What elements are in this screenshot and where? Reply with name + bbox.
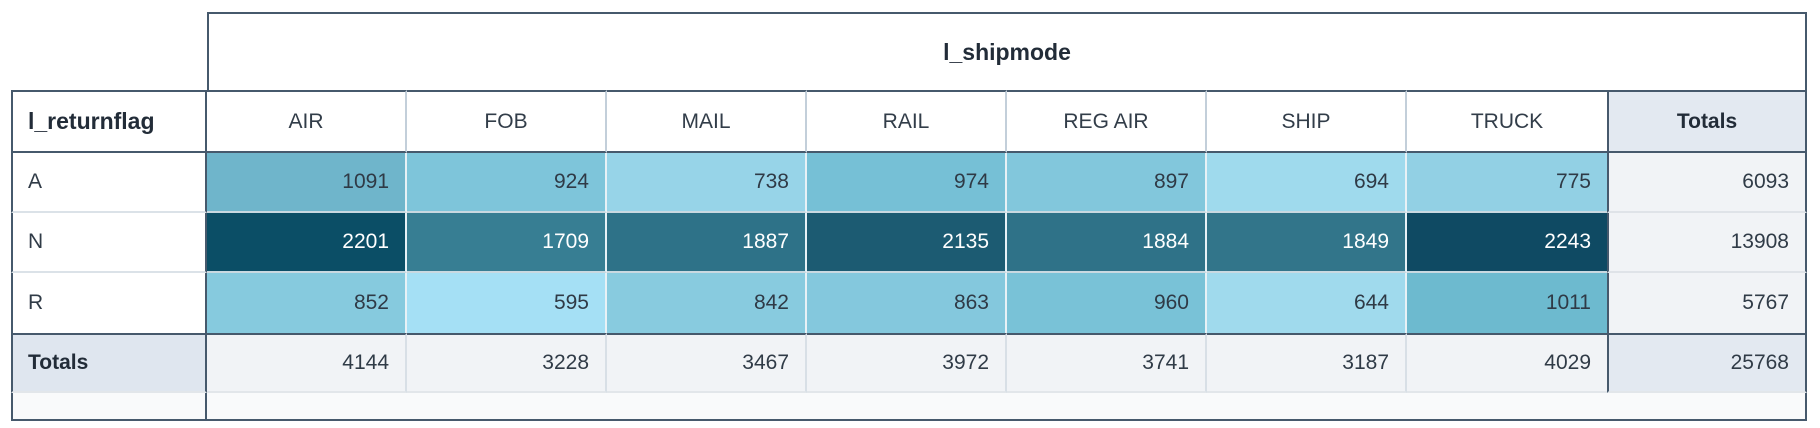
column-total-rail[interactable]: 3972	[807, 333, 1007, 393]
row-label-n[interactable]: N	[11, 213, 207, 273]
row-total-r[interactable]: 5767	[1607, 273, 1807, 333]
value-cell-a-reg-air[interactable]: 897	[1007, 153, 1207, 213]
value-cell-r-rail[interactable]: 863	[807, 273, 1007, 333]
footer-spacer-right	[207, 393, 1807, 421]
column-dimension-header: l_shipmode	[207, 12, 1807, 90]
value-cell-r-ship[interactable]: 644	[1207, 273, 1407, 333]
value-cell-a-air[interactable]: 1091	[207, 153, 407, 213]
value-cell-r-air[interactable]: 852	[207, 273, 407, 333]
column-header-reg-air[interactable]: REG AIR	[1007, 90, 1207, 153]
column-header-truck[interactable]: TRUCK	[1407, 90, 1607, 153]
value-cell-r-mail[interactable]: 842	[607, 273, 807, 333]
value-cell-n-rail[interactable]: 2135	[807, 213, 1007, 273]
column-total-ship[interactable]: 3187	[1207, 333, 1407, 393]
value-cell-n-truck[interactable]: 2243	[1407, 213, 1607, 273]
value-cell-a-ship[interactable]: 694	[1207, 153, 1407, 213]
column-header-ship[interactable]: SHIP	[1207, 90, 1407, 153]
column-total-air[interactable]: 4144	[207, 333, 407, 393]
value-cell-n-ship[interactable]: 1849	[1207, 213, 1407, 273]
value-cell-r-fob[interactable]: 595	[407, 273, 607, 333]
pivot-table: l_shipmode l_returnflag AIR FOB MAIL RAIL RE…	[11, 12, 1807, 421]
value-cell-r-truck[interactable]: 1011	[1407, 273, 1607, 333]
column-total-truck[interactable]: 4029	[1407, 333, 1607, 393]
grand-total-cell[interactable]: 25768	[1607, 333, 1807, 393]
row-total-a[interactable]: 6093	[1607, 153, 1807, 213]
column-total-mail[interactable]: 3467	[607, 333, 807, 393]
value-cell-a-fob[interactable]: 924	[407, 153, 607, 213]
column-header-air[interactable]: AIR	[207, 90, 407, 153]
column-header-mail[interactable]: MAIL	[607, 90, 807, 153]
row-total-n[interactable]: 13908	[1607, 213, 1807, 273]
value-cell-a-truck[interactable]: 775	[1407, 153, 1607, 213]
value-cell-n-reg-air[interactable]: 1884	[1007, 213, 1207, 273]
column-header-fob[interactable]: FOB	[407, 90, 607, 153]
column-total-reg-air[interactable]: 3741	[1007, 333, 1207, 393]
value-cell-n-air[interactable]: 2201	[207, 213, 407, 273]
row-label-r[interactable]: R	[11, 273, 207, 333]
value-cell-n-fob[interactable]: 1709	[407, 213, 607, 273]
totals-column-header: Totals	[1607, 90, 1807, 153]
value-cell-a-mail[interactable]: 738	[607, 153, 807, 213]
row-dimension-header: l_returnflag	[11, 90, 207, 153]
footer-spacer-left	[11, 393, 207, 421]
totals-row-label: Totals	[11, 333, 207, 393]
value-cell-r-reg-air[interactable]: 960	[1007, 273, 1207, 333]
corner-spacer	[11, 12, 207, 90]
value-cell-n-mail[interactable]: 1887	[607, 213, 807, 273]
column-total-fob[interactable]: 3228	[407, 333, 607, 393]
row-label-a[interactable]: A	[11, 153, 207, 213]
value-cell-a-rail[interactable]: 974	[807, 153, 1007, 213]
column-header-rail[interactable]: RAIL	[807, 90, 1007, 153]
